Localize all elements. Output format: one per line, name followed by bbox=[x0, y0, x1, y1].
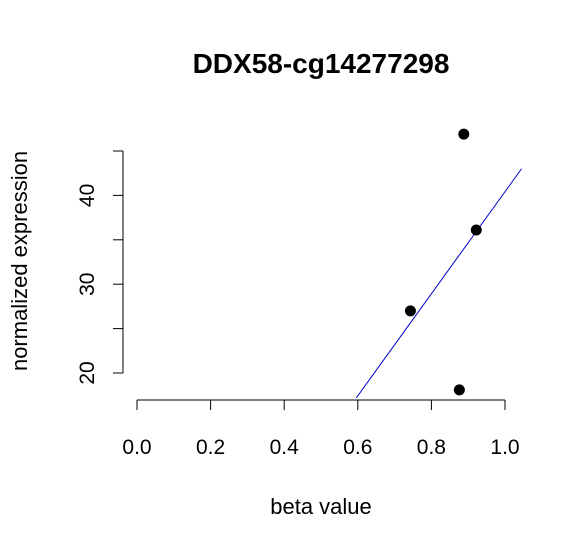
data-point bbox=[470, 224, 482, 236]
data-point bbox=[453, 384, 465, 396]
regression-line bbox=[355, 168, 522, 399]
x-tick-label: 0.4 bbox=[270, 436, 300, 459]
y-axis: 20 30 40 bbox=[76, 150, 124, 385]
x-tick-label: 1.0 bbox=[490, 436, 519, 459]
y-axis-label: normalized expression bbox=[7, 151, 32, 371]
regression-group bbox=[355, 168, 522, 399]
data-points bbox=[404, 128, 482, 396]
data-point bbox=[404, 305, 416, 317]
y-tick-label: 30 bbox=[76, 273, 99, 296]
chart-title: DDX58-cg14277298 bbox=[193, 48, 450, 79]
data-point bbox=[458, 128, 470, 140]
x-tick-label: 0.2 bbox=[196, 436, 225, 459]
x-tick-label: 0.0 bbox=[122, 436, 151, 459]
x-tick-label: 0.8 bbox=[417, 436, 446, 459]
x-tick-label: 0.6 bbox=[343, 436, 372, 459]
x-axis: 0.0 0.2 0.4 0.6 0.8 1.0 bbox=[122, 399, 520, 459]
y-tick-label: 20 bbox=[76, 361, 99, 384]
y-tick-label: 40 bbox=[76, 184, 99, 207]
x-axis-label: beta value bbox=[270, 494, 372, 519]
